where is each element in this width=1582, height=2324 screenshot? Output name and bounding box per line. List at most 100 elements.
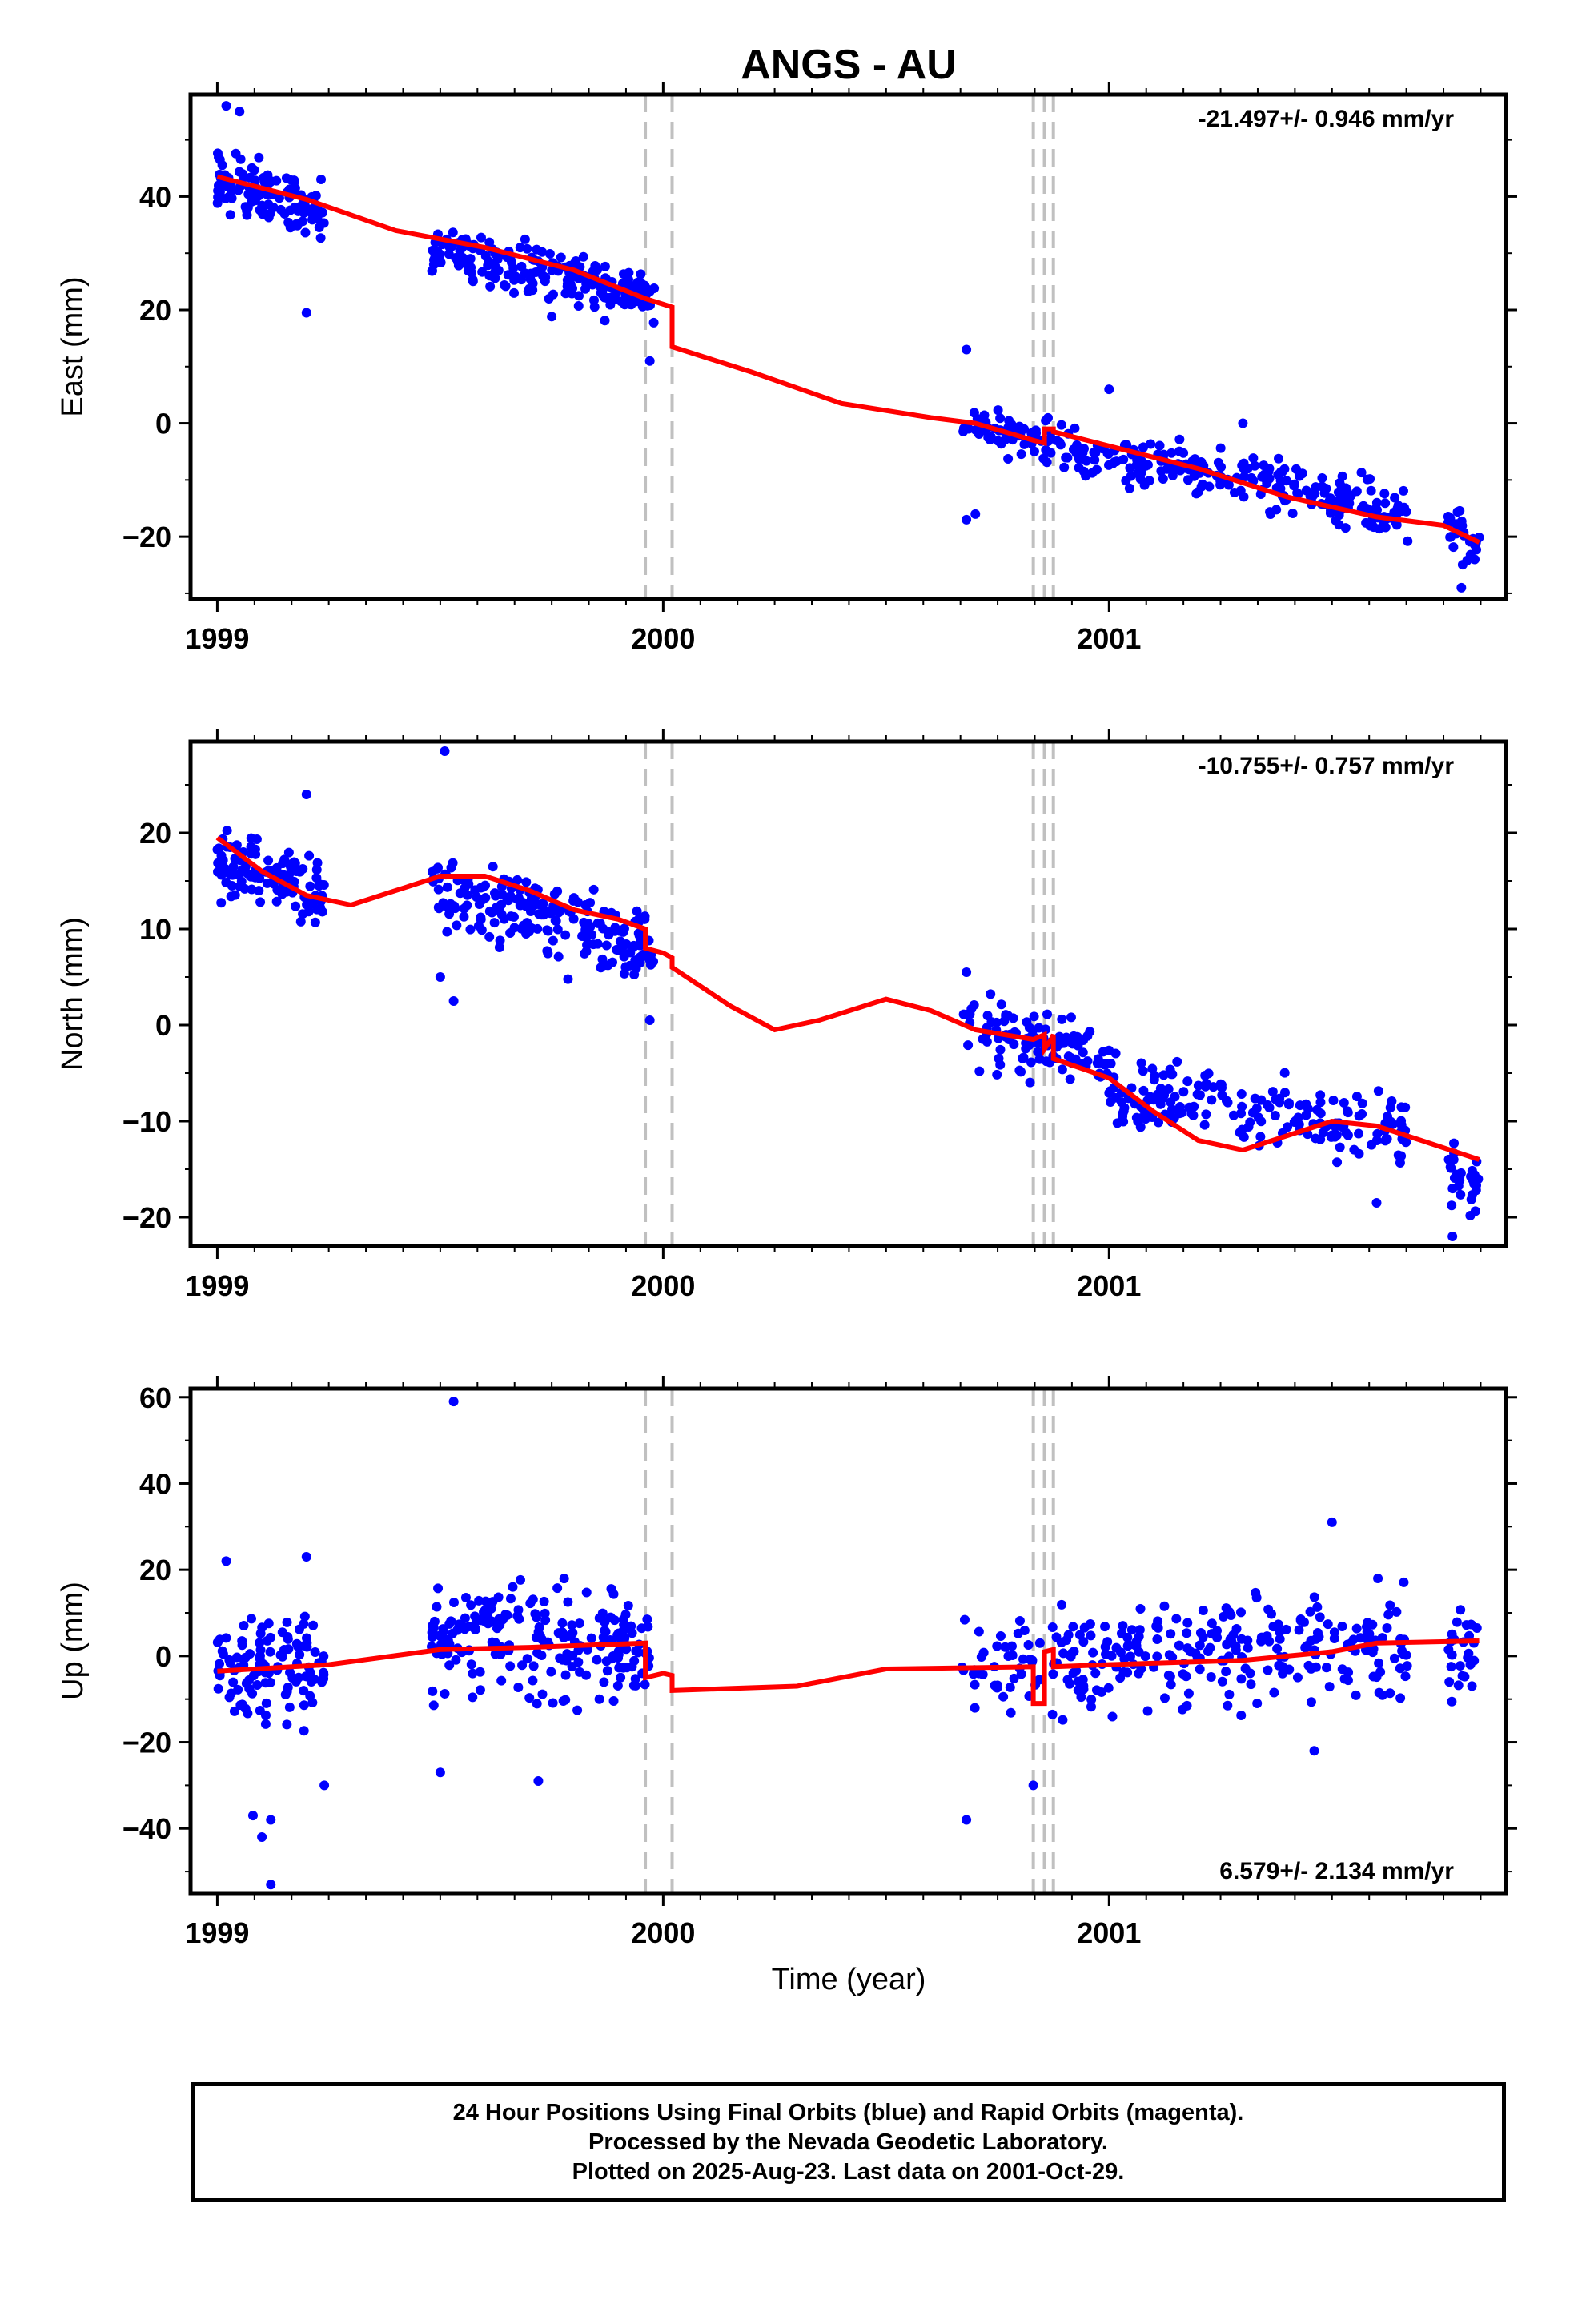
data-point (1452, 1617, 1462, 1627)
data-points (212, 1397, 1482, 1890)
data-point (493, 1592, 504, 1602)
data-point (1014, 1065, 1025, 1076)
data-point (1267, 1609, 1277, 1619)
data-points (212, 746, 1484, 1241)
velocity-label: -21.497+/- 0.946 mm/yr (1199, 106, 1455, 132)
data-point (1403, 536, 1413, 546)
data-point (459, 911, 469, 922)
data-point (1019, 439, 1030, 449)
data-point (1318, 1128, 1328, 1138)
data-point (1003, 1011, 1014, 1021)
data-point (448, 1397, 459, 1407)
data-point (1159, 1693, 1170, 1703)
data-point (1443, 1154, 1454, 1164)
data-point (1182, 475, 1193, 485)
data-point (1449, 1138, 1460, 1148)
data-point (1371, 1198, 1382, 1208)
data-point (1079, 1622, 1090, 1633)
x-tick-label: 2000 (631, 1916, 695, 1949)
data-point (1076, 1683, 1086, 1693)
data-point (1183, 1688, 1194, 1699)
data-point (978, 1647, 989, 1658)
panel-east: −20 0 20 40 1999 2000 2001 East (mm) -21.497+/… (56, 82, 1517, 655)
data-point (250, 844, 260, 854)
footer-caption: 24 Hour Positions Using Final Orbits (bl… (191, 2082, 1506, 2202)
data-point (1337, 471, 1347, 481)
data-point (255, 897, 266, 907)
data-point (432, 1602, 442, 1612)
data-point (309, 1674, 319, 1684)
data-point (1142, 1706, 1153, 1716)
data-point (1295, 1615, 1306, 1626)
data-point (568, 1628, 578, 1638)
data-point (1166, 1097, 1176, 1108)
data-point (1076, 1692, 1086, 1703)
data-point (1275, 1634, 1285, 1644)
data-point (600, 261, 610, 271)
chart-title: ANGS - AU (741, 42, 957, 88)
data-point (558, 1695, 568, 1706)
data-point (1385, 1600, 1395, 1610)
data-point (1447, 1696, 1457, 1707)
data-point (255, 1638, 265, 1648)
data-point (1464, 1630, 1475, 1641)
data-point (229, 1706, 239, 1716)
data-point (438, 1627, 448, 1638)
data-point (1116, 1628, 1126, 1638)
data-point (468, 1692, 478, 1703)
data-point (212, 844, 223, 854)
data-point (1390, 493, 1400, 503)
y-axis-label: North (mm) (56, 917, 90, 1071)
data-point (489, 918, 500, 928)
data-point (1188, 1110, 1199, 1120)
data-point (298, 216, 308, 227)
data-point (986, 989, 996, 999)
data-point (1047, 1622, 1058, 1633)
data-point (595, 918, 605, 928)
data-point (553, 1628, 564, 1638)
data-point (1134, 1625, 1145, 1635)
data-point (283, 1682, 293, 1692)
data-point (1166, 1679, 1176, 1690)
y-tick-label: 40 (139, 1467, 171, 1500)
data-point (287, 175, 297, 185)
data-point (311, 191, 321, 201)
data-point (978, 1669, 988, 1679)
data-point (319, 879, 329, 890)
data-point (1306, 1663, 1316, 1674)
data-point (1342, 1674, 1352, 1684)
data-point (494, 942, 504, 952)
data-point (460, 883, 470, 894)
data-point (608, 1589, 619, 1599)
data-point (1231, 1641, 1241, 1651)
data-point (262, 878, 272, 888)
data-point (1051, 1632, 1062, 1642)
data-point (1018, 1654, 1029, 1664)
data-point (1172, 1056, 1182, 1067)
data-point (1016, 449, 1026, 460)
data-point (1009, 1673, 1019, 1683)
data-point (427, 1627, 437, 1638)
data-point (1046, 448, 1056, 458)
data-point (620, 962, 631, 972)
data-point (265, 177, 275, 187)
data-point (986, 432, 996, 442)
data-point (460, 1613, 470, 1623)
data-point (522, 1654, 532, 1664)
data-point (299, 1726, 309, 1736)
data-point (465, 924, 476, 935)
data-point (547, 312, 557, 322)
data-point (1373, 1573, 1383, 1583)
data-point (1472, 1623, 1482, 1634)
data-point (563, 974, 573, 984)
data-point (1166, 448, 1177, 458)
data-point (307, 899, 318, 909)
data-point (488, 862, 498, 872)
data-point (553, 951, 564, 962)
data-point (996, 999, 1006, 1010)
data-point (1329, 1633, 1339, 1643)
data-point (618, 1626, 628, 1636)
data-point (1217, 1676, 1227, 1687)
data-point (283, 1644, 294, 1655)
data-point (1061, 452, 1071, 463)
